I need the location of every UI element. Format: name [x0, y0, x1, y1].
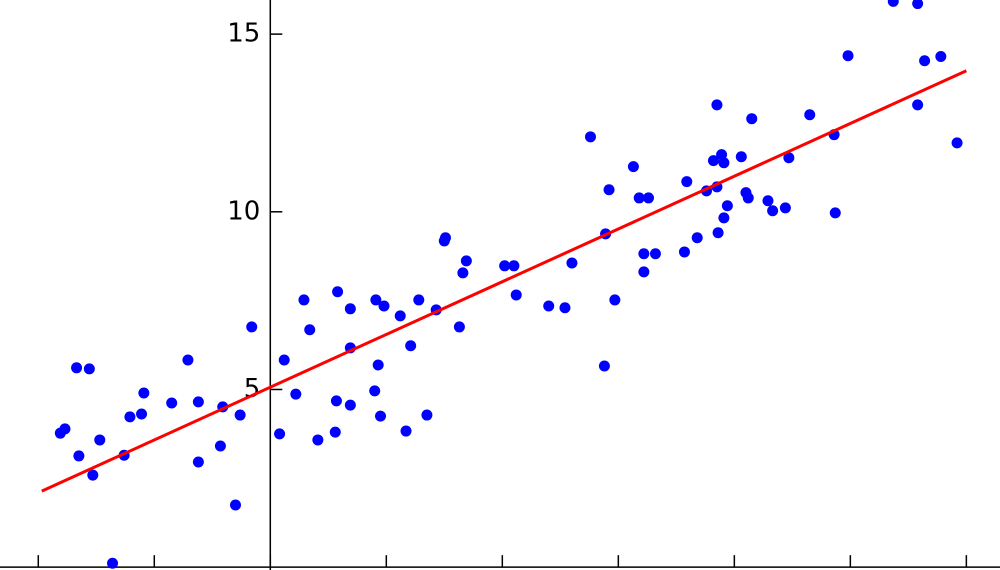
point — [124, 411, 136, 423]
point — [566, 257, 578, 269]
point — [543, 300, 555, 312]
point — [405, 340, 417, 352]
point — [951, 137, 963, 149]
point — [499, 260, 511, 272]
point — [234, 409, 246, 421]
point — [887, 0, 899, 7]
point — [638, 266, 650, 278]
point — [107, 557, 119, 569]
point — [214, 440, 226, 452]
point — [508, 260, 520, 272]
point — [649, 248, 661, 260]
point — [762, 195, 774, 207]
point — [642, 192, 654, 204]
point — [460, 255, 472, 267]
point — [735, 151, 747, 163]
point — [372, 359, 384, 371]
point — [919, 55, 931, 67]
point — [394, 310, 406, 322]
point — [413, 294, 425, 306]
point — [192, 456, 204, 468]
point — [912, 99, 924, 111]
point — [87, 469, 99, 481]
point — [421, 409, 433, 421]
point — [278, 354, 290, 366]
point — [457, 267, 469, 279]
point — [246, 321, 258, 333]
point — [783, 152, 795, 164]
point — [59, 423, 71, 435]
point — [691, 232, 703, 244]
point — [329, 426, 341, 438]
point — [182, 354, 194, 366]
point — [721, 200, 733, 212]
point — [829, 207, 841, 219]
point — [718, 212, 730, 224]
point — [598, 360, 610, 372]
point — [274, 428, 286, 440]
point — [638, 248, 650, 260]
point — [804, 109, 816, 121]
point — [681, 176, 693, 188]
point — [935, 51, 947, 63]
point — [767, 205, 779, 217]
point — [842, 50, 854, 62]
point — [438, 235, 450, 247]
point — [138, 387, 150, 399]
point — [627, 161, 639, 173]
point — [369, 385, 381, 397]
point — [71, 362, 83, 374]
point — [304, 324, 316, 336]
point — [584, 131, 596, 143]
point — [609, 294, 621, 306]
point — [73, 450, 85, 462]
point — [370, 294, 382, 306]
point — [375, 410, 387, 422]
y-tick-label: 10 — [227, 196, 260, 226]
point — [510, 289, 522, 301]
point — [712, 227, 724, 239]
point — [330, 395, 342, 407]
point — [290, 388, 302, 400]
point — [344, 399, 356, 411]
point — [332, 286, 344, 298]
point — [453, 321, 465, 333]
point — [378, 300, 390, 312]
point — [603, 184, 615, 196]
point — [400, 425, 412, 437]
point — [559, 302, 571, 314]
point — [229, 499, 241, 511]
point — [746, 113, 758, 125]
point — [94, 434, 106, 446]
point — [166, 397, 178, 409]
point — [298, 294, 310, 306]
fit-line — [41, 69, 967, 493]
point — [779, 202, 791, 214]
point — [711, 99, 723, 111]
point — [718, 157, 730, 169]
point — [912, 0, 924, 10]
point — [83, 363, 95, 375]
point — [136, 408, 148, 420]
point — [678, 246, 690, 258]
point — [192, 396, 204, 408]
point — [742, 192, 754, 204]
y-tick-label: 15 — [227, 19, 260, 49]
point — [707, 155, 719, 167]
point — [312, 434, 324, 446]
point — [633, 192, 645, 204]
point — [344, 303, 356, 315]
